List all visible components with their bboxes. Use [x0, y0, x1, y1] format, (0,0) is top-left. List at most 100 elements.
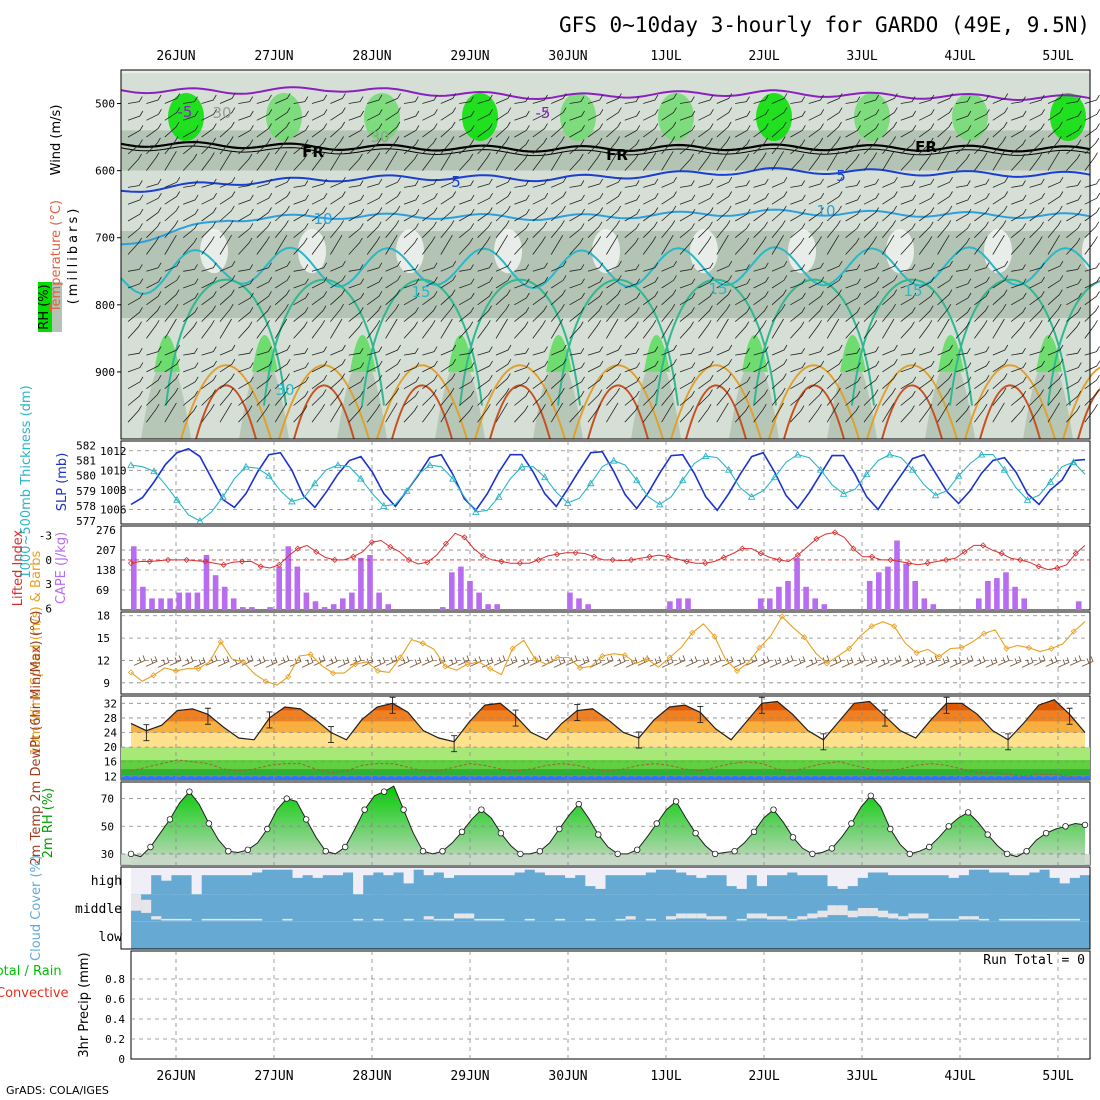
wind-speed-marker [823, 660, 830, 667]
rh-marker [1081, 821, 1089, 829]
wind-barb [238, 347, 254, 356]
wind-barb [366, 305, 382, 322]
wind-barb [403, 362, 420, 373]
wind-barb [606, 402, 619, 423]
wind-barb [624, 321, 639, 339]
wind-barb [183, 96, 198, 104]
wind-barb [827, 93, 843, 104]
wind-barb [495, 191, 512, 205]
wind-barb [477, 109, 493, 121]
cloud-cell [544, 921, 556, 949]
thickness-marker [403, 486, 411, 494]
contour-hot [881, 384, 943, 440]
li-marker [591, 553, 598, 560]
wind-barb [219, 107, 236, 121]
cloud-clear-cell-mid [696, 913, 707, 919]
wind-barb [550, 303, 565, 322]
rh-upper-blob [1050, 92, 1086, 141]
wind-barb [1084, 262, 1100, 272]
wind-barb [753, 137, 768, 155]
contour-warm [376, 364, 468, 440]
surface-wind-barb [901, 656, 914, 667]
li-marker [757, 550, 764, 557]
rh-dry-pocket [984, 229, 1012, 274]
wind-barb [274, 205, 290, 222]
wind-barb [495, 176, 512, 188]
wind-barb [348, 292, 365, 306]
wind-barb [422, 291, 438, 306]
wind-barb [845, 278, 861, 289]
rh-marker [945, 823, 952, 830]
contour-hot [195, 384, 257, 440]
contour-5 [120, 167, 1091, 193]
wind-barb [183, 194, 199, 205]
wind-barb [1011, 96, 1026, 104]
wind-barb [330, 151, 343, 171]
cloud-clear-cell [191, 867, 203, 895]
wind-barb [753, 207, 769, 222]
wind-barb [624, 96, 640, 104]
wind-barb [716, 289, 732, 306]
contour-label: FR [606, 146, 628, 164]
wind-barb [734, 307, 751, 322]
cloud-cell [1019, 921, 1030, 949]
rh-marker [342, 843, 349, 851]
wind-barb [827, 260, 843, 272]
upper-ytick-label: 900 [95, 366, 115, 379]
wind-barb [219, 344, 236, 356]
wind-barb [679, 278, 696, 289]
wind-barb [311, 305, 327, 322]
wind-barb [514, 278, 530, 289]
wind-barb [477, 192, 493, 205]
wind-barb [918, 403, 933, 423]
wind-barb [146, 221, 161, 238]
cloud-cell-high [918, 875, 929, 895]
cloud-cell-high [423, 875, 435, 895]
wind-barb [164, 121, 180, 138]
wind-barb [183, 362, 199, 373]
wind-barb [1084, 403, 1098, 423]
wind-speed-marker [846, 645, 853, 652]
wind-barb [735, 278, 751, 289]
cloud-cell-high [383, 875, 394, 895]
wind-barb [514, 180, 530, 188]
wind-barb [661, 205, 677, 222]
cloud-clear-cell [433, 867, 445, 873]
wind-barb [735, 362, 751, 373]
wind-barb [679, 96, 695, 104]
upper-ytick-label: 600 [95, 165, 115, 178]
wind-barb [1084, 320, 1098, 339]
cloud-cell [1059, 921, 1071, 949]
cloud-cell [383, 894, 394, 922]
lifted-index-ylabel: Lifted Index [11, 529, 26, 606]
wind-barb [201, 192, 217, 205]
wind-barb [348, 125, 365, 138]
rh-marker [595, 831, 602, 838]
rh-ytick-label: 70 [101, 793, 114, 806]
cape-bar [330, 604, 337, 610]
wind-barb [403, 125, 420, 138]
wind-barb [826, 275, 843, 289]
wind-barb [385, 260, 401, 272]
cloud-cell [867, 894, 879, 922]
cape-bar [576, 598, 582, 610]
cloud-clear-cell-mid [1019, 918, 1030, 921]
wind-barb [606, 205, 622, 222]
wind-barb [661, 318, 674, 339]
wind-barb [440, 373, 456, 389]
wind-barb [256, 291, 272, 306]
wind-barb [753, 276, 769, 289]
wind-barb [219, 205, 235, 222]
li-marker [1072, 550, 1079, 557]
wind-barb [937, 289, 953, 306]
thickness-frame [120, 440, 1091, 525]
wind-barb [477, 360, 493, 373]
cloud-clear-cell [403, 867, 415, 884]
wind-barb [550, 205, 566, 222]
cloud-cell-high [736, 888, 748, 895]
wind-barb [919, 109, 935, 121]
wind-barb [642, 389, 658, 406]
cape-ytick-label: 69 [96, 584, 109, 597]
cloud-cell [534, 894, 546, 922]
